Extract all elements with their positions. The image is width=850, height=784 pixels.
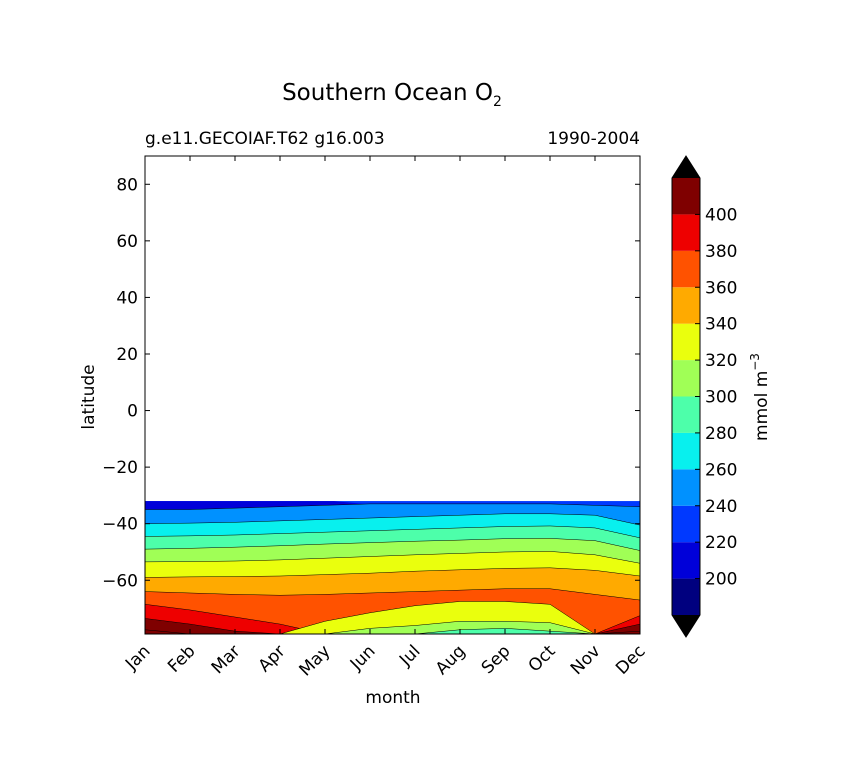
- x-tick-label: Jun: [346, 641, 380, 675]
- colorbar-swatch: [672, 360, 700, 397]
- contour-band-360-380: [145, 604, 640, 634]
- x-axis-label: month: [365, 688, 420, 708]
- colorbar-swatch: [672, 287, 700, 324]
- y-axis-ticks: 80 60 40 20 0 −20 −40 −60: [102, 175, 640, 591]
- y-tick-label: 40: [116, 288, 138, 308]
- colorbar-swatch: [672, 396, 700, 433]
- colorbar-swatch: [672, 178, 700, 215]
- x-tick-label: Feb: [164, 641, 199, 676]
- x-tick-label: Aug: [432, 641, 470, 679]
- x-tick-label: Oct: [525, 641, 560, 676]
- y-axis-label: latitude: [79, 364, 99, 429]
- contour-band-200-220: [145, 501, 379, 511]
- x-tick-label: Mar: [208, 641, 245, 678]
- colorbar-label-text: mmol m: [752, 371, 772, 441]
- y-tick-label: 60: [116, 232, 138, 252]
- x-tick-label: Dec: [612, 641, 649, 678]
- colorbar-tick-label: 200: [705, 570, 737, 590]
- colorbar-tick-label: 260: [705, 460, 737, 480]
- subtitle-left: g.e11.GECOIAF.T62 g16.003: [145, 129, 385, 149]
- colorbar-swatch: [672, 323, 700, 361]
- y-tick-label: 20: [116, 345, 138, 365]
- colorbar-tick-label: 320: [705, 351, 737, 371]
- colorbar-tick-label: 360: [705, 278, 737, 298]
- x-tick-label: Jul: [395, 641, 424, 670]
- colorbar-extend-high: [672, 156, 700, 178]
- contour-band-380-400: [145, 618, 640, 634]
- colorbar-outline: [671, 155, 701, 638]
- colorbar-swatch: [672, 432, 700, 470]
- plot-frame: [144, 155, 641, 635]
- colorbar-label-superscript: −3: [748, 353, 762, 371]
- x-tick-label: May: [296, 641, 335, 680]
- x-tick-label: Jan: [121, 641, 154, 674]
- plot-area: 80 60 40 20 0 −20 −40 −60 Jan Feb Mar Apr May Jun Jul…: [102, 155, 650, 680]
- colorbar-tick-label: 300: [705, 388, 737, 408]
- chart-title-subscript: 2: [493, 94, 502, 110]
- colorbar-swatch: [672, 250, 700, 288]
- x-tick-label: Sep: [478, 641, 515, 678]
- x-tick-label: Nov: [567, 641, 605, 679]
- colorbar-tick-label: 220: [705, 533, 737, 553]
- chart-title: Southern Ocean O2: [282, 80, 502, 110]
- y-tick-label: 0: [127, 402, 138, 422]
- colorbar-swatch: [672, 469, 700, 506]
- y-tick-label: 80: [116, 175, 138, 195]
- y-tick-label: −40: [102, 515, 138, 535]
- colorbar-swatch: [672, 578, 700, 615]
- colorbar-tick-label: 240: [705, 497, 737, 517]
- colorbar-tick-label: 340: [705, 315, 737, 335]
- colorbar-swatch: [672, 214, 700, 251]
- colorbar-swatch: [672, 505, 700, 543]
- x-tick-label: Apr: [255, 641, 290, 676]
- y-tick-label: −60: [102, 571, 138, 591]
- colorbar-tick-label: 380: [705, 242, 737, 262]
- colorbar-tick-label: 280: [705, 424, 737, 444]
- colorbar-tick-label: 400: [705, 205, 737, 225]
- contour-fill-group: [145, 501, 640, 634]
- colorbar-extend-low: [672, 615, 700, 637]
- colorbar-label: mmol m−3: [748, 353, 772, 441]
- y-tick-label: −20: [102, 458, 138, 478]
- subtitle-right: 1990-2004: [547, 129, 640, 149]
- colorbar: 200 220 240 260 280 300 320 340 360 380 400: [671, 155, 737, 638]
- colorbar-swatch: [672, 542, 700, 579]
- chart-title-text: Southern Ocean O: [282, 80, 493, 106]
